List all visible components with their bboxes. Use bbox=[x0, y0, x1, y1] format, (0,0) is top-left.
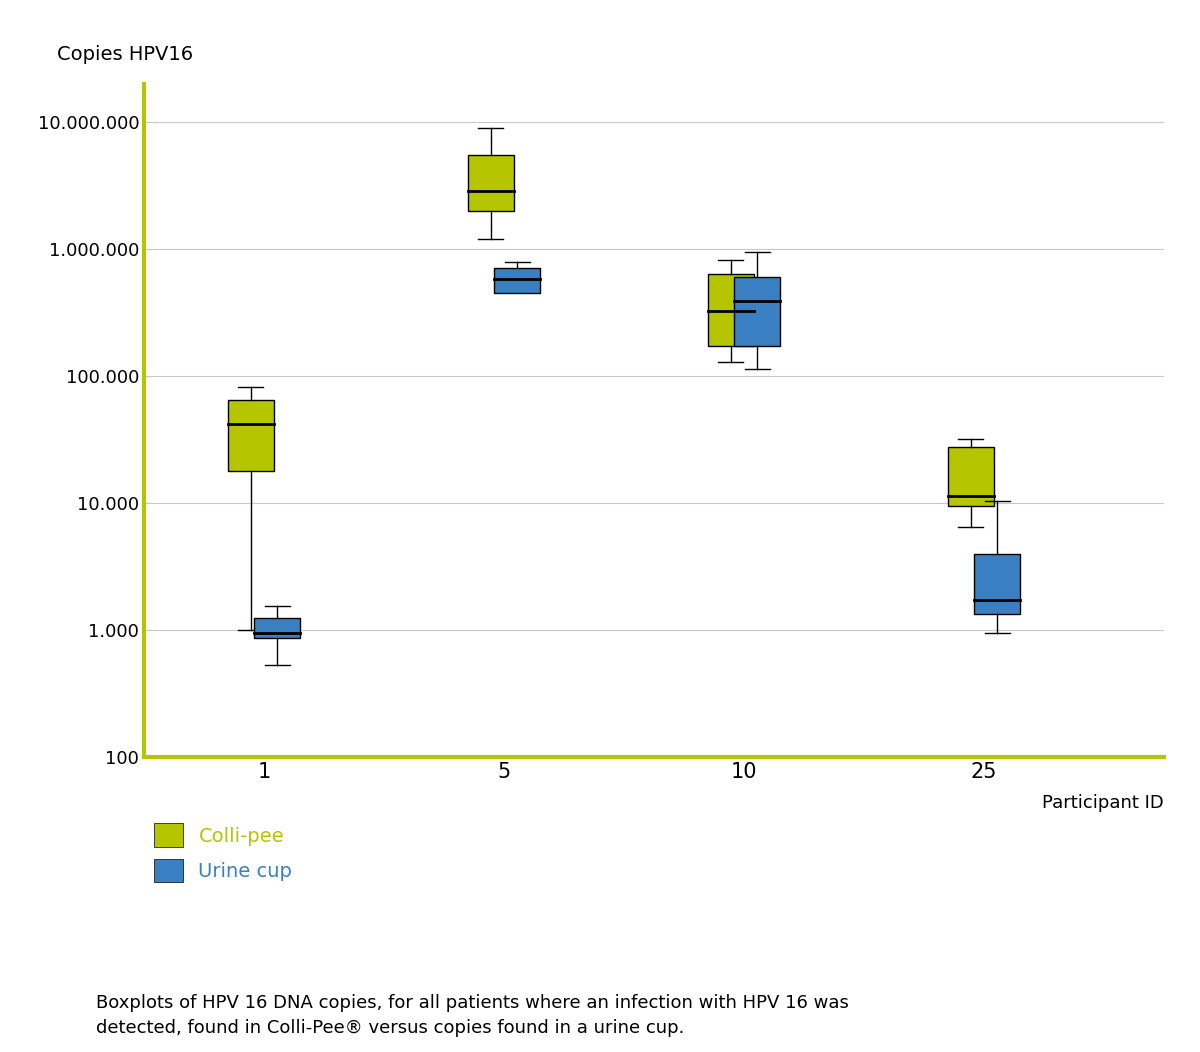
Bar bbox=[468, 156, 514, 211]
Text: Copies HPV16: Copies HPV16 bbox=[58, 45, 193, 64]
Bar bbox=[734, 277, 780, 345]
Text: Boxplots of HPV 16 DNA copies, for all patients where an infection with HPV 16 w: Boxplots of HPV 16 DNA copies, for all p… bbox=[96, 994, 848, 1037]
Bar bbox=[948, 447, 994, 506]
Bar bbox=[708, 274, 754, 345]
Text: Participant ID: Participant ID bbox=[1043, 794, 1164, 812]
Bar bbox=[974, 554, 1020, 614]
Legend: Colli-pee, Urine cup: Colli-pee, Urine cup bbox=[154, 824, 293, 883]
Bar bbox=[254, 619, 300, 639]
Bar bbox=[494, 268, 540, 294]
Bar bbox=[228, 400, 274, 471]
